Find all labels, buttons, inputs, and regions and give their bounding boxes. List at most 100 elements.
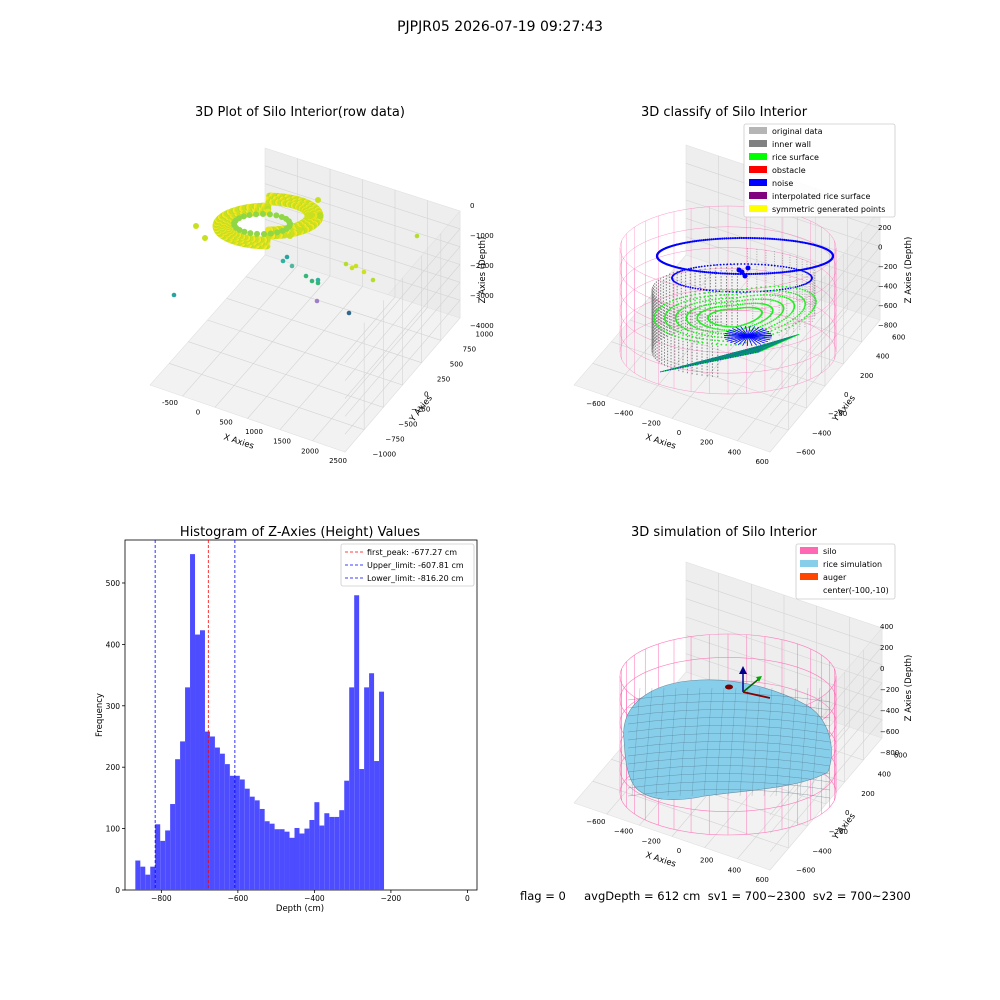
p2-legend-swatch: [749, 140, 767, 147]
p2-rice-surface-point: [753, 294, 756, 297]
p2-rice-surface-point: [799, 312, 802, 315]
p2-noise-cluster: [728, 329, 749, 337]
p2-rice-surface-point: [808, 313, 810, 316]
p2-rice-surface-point: [688, 334, 691, 337]
p2-rice-surface-point: [712, 331, 714, 334]
p2-rice-surface-point: [771, 309, 774, 311]
p2-noise-point: [788, 266, 790, 269]
p2-rice-surface-point: [653, 320, 656, 323]
p2-rice-surface-point: [755, 323, 758, 325]
p2-rice-surface-point: [800, 318, 803, 321]
p4-surface-mesh: [715, 687, 725, 797]
p2-rice-surface-point: [739, 324, 742, 327]
p4-z-tick-label: −800: [880, 749, 899, 757]
p2-rice-surface-point: [713, 306, 716, 309]
p4-legend-label: auger: [823, 573, 847, 582]
p2-rice-surface-point: [739, 307, 742, 309]
p2-rice-surface-point: [732, 326, 735, 328]
p2-noise-point: [782, 265, 785, 268]
p2-noise-point: [794, 240, 797, 243]
p2-rice-surface-point: [781, 285, 784, 288]
p2-rice-surface-point: [726, 304, 728, 307]
p2-noise-point: [765, 272, 768, 275]
p2-noise-point: [800, 284, 803, 287]
p2-rice-surface-point: [717, 336, 719, 338]
p4-x-tick-label: 600: [755, 876, 768, 884]
p2-rice-surface-point: [805, 315, 808, 317]
p2-noise-point: [730, 272, 733, 275]
p2-rice-surface-point: [768, 321, 771, 324]
p2-rice-surface-point: [757, 298, 760, 301]
p1-y-tick-label: 750: [463, 346, 476, 354]
p2-noise-point: [779, 271, 783, 274]
p2-rice-surface-point: [734, 307, 737, 310]
p2-noise-point: [683, 269, 686, 271]
p2-rice-surface-point: [671, 334, 673, 336]
p2-rice-surface-point: [691, 324, 694, 327]
p2-rice-surface-point: [709, 331, 712, 333]
p2-rice-surface-point: [769, 285, 771, 288]
p2-noise-point: [715, 290, 717, 292]
p2-rice-surface-point: [760, 290, 763, 292]
p2-rice-surface-point: [702, 337, 705, 340]
p1-data-point: [254, 230, 261, 237]
p2-noise-point: [747, 236, 750, 240]
p2-rice-surface-point: [770, 329, 773, 332]
p2-noise-point: [783, 270, 787, 274]
p2-noise-point: [723, 272, 727, 275]
p1-data-point: [253, 211, 260, 218]
p1-data-point: [260, 211, 267, 218]
hist-bar: [289, 837, 295, 890]
p2-noise-point: [705, 289, 708, 291]
p2-rice-surface-point: [735, 296, 738, 299]
p4-legend-swatch: [800, 560, 818, 567]
p1-data-point: [193, 223, 199, 229]
p1-data-point: [266, 211, 273, 218]
hist-bar: [244, 788, 250, 890]
p2-noise-cluster: [747, 327, 764, 337]
p2-rice-surface-point: [703, 304, 705, 307]
p2-rice-surface-point: [772, 299, 775, 302]
p2-rice-surface-point: [658, 327, 661, 329]
p2-rice-surface-point: [778, 321, 781, 324]
p2-noise-cluster: [737, 335, 749, 346]
p2-rice-surface-point: [777, 294, 779, 297]
p2-rice-surface-point: [717, 332, 720, 335]
p2-noise-point: [690, 269, 693, 272]
p2-noise-point: [727, 237, 730, 240]
p2-noise-point: [754, 272, 757, 275]
p4-x-tick-label: −400: [614, 828, 633, 836]
p2-rice-surface-point: [706, 338, 708, 341]
p2-rice-surface-point: [721, 328, 723, 331]
p2-rice-surface-point: [692, 298, 695, 301]
p1-z-tick-label: −3000: [470, 292, 494, 300]
hist-bar: [145, 874, 151, 890]
p2-noise-point: [764, 263, 767, 266]
p2-rice-surface-point: [664, 314, 667, 317]
p2-x-tick-label: 400: [728, 448, 741, 456]
p4-surface-mesh: [627, 701, 831, 711]
p2-rice-surface-point: [762, 294, 765, 296]
p2-rice-surface-point: [747, 306, 750, 309]
p2-rice-surface-point: [731, 290, 734, 292]
p1-data-point: [353, 263, 359, 269]
p2-z-tick-label: −800: [878, 322, 897, 330]
p1-x-tick-label: 1500: [273, 438, 291, 446]
p2-rice-surface-point: [811, 294, 814, 296]
p2-rice-surface-point: [667, 309, 670, 312]
hist-bar: [374, 761, 380, 890]
p2-noise-point: [785, 238, 788, 242]
p2-rice-surface-point: [746, 298, 749, 301]
p2-noise-point: [745, 236, 748, 240]
p2-noise-point: [777, 238, 780, 241]
p2-rice-surface-point: [691, 335, 694, 338]
p2-legend-label: original data: [772, 127, 823, 136]
p2-rice-surface-point: [677, 303, 680, 305]
p2-rice-surface-point: [703, 292, 705, 294]
p2-noise-cluster: [732, 328, 749, 337]
p2-rice-surface-point: [724, 325, 727, 328]
p2-rice-surface-point: [777, 315, 780, 318]
p1-data-point: [297, 227, 303, 233]
p2-rice-surface-point: [719, 305, 722, 308]
p2-rice-surface-point: [771, 294, 774, 297]
